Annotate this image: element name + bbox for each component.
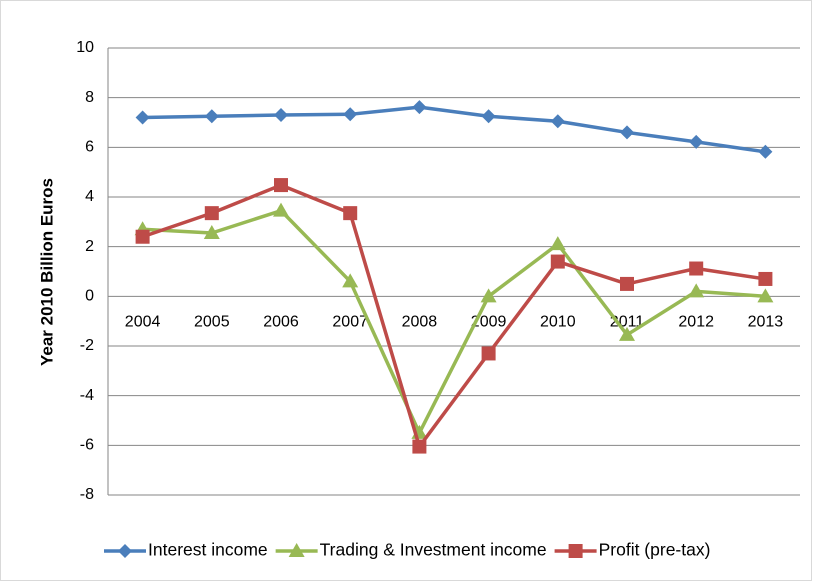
x-tick-label: 2009 bbox=[471, 314, 507, 331]
x-tick-label: 2005 bbox=[194, 314, 230, 331]
y-axis-title: Year 2010 Billion Euros bbox=[37, 178, 56, 366]
marker bbox=[689, 134, 704, 149]
legend-item: Interest income bbox=[104, 540, 268, 560]
y-tick-label: 2 bbox=[85, 238, 94, 255]
marker bbox=[550, 254, 565, 269]
series-line bbox=[142, 105, 766, 154]
x-tick-label: 2008 bbox=[402, 314, 438, 331]
marker bbox=[342, 273, 359, 288]
x-tick-label: 2004 bbox=[125, 314, 161, 331]
marker bbox=[343, 107, 358, 122]
series-line bbox=[142, 208, 766, 435]
marker bbox=[620, 276, 634, 291]
marker bbox=[274, 108, 288, 123]
marker bbox=[480, 288, 497, 303]
marker bbox=[568, 544, 583, 558]
marker bbox=[135, 110, 150, 125]
marker bbox=[204, 206, 219, 221]
marker bbox=[273, 202, 289, 217]
y-tick-label: 4 bbox=[85, 188, 94, 205]
marker bbox=[688, 283, 705, 298]
x-tick-label: 2007 bbox=[332, 314, 368, 331]
marker bbox=[288, 543, 305, 557]
marker bbox=[204, 109, 219, 124]
marker bbox=[481, 346, 496, 361]
marker bbox=[343, 206, 358, 221]
marker bbox=[274, 178, 288, 193]
marker bbox=[758, 271, 773, 286]
legend-label: Interest income bbox=[148, 540, 268, 560]
legend-label: Trading & Investment income bbox=[320, 540, 547, 560]
marker bbox=[619, 326, 635, 341]
y-tick-label: -6 bbox=[80, 437, 94, 454]
marker bbox=[689, 261, 704, 276]
marker bbox=[118, 544, 132, 558]
y-tick-label: 10 bbox=[76, 39, 94, 56]
y-tick-label: 0 bbox=[85, 288, 94, 305]
marker bbox=[412, 439, 427, 454]
marker bbox=[135, 229, 150, 244]
marker bbox=[203, 225, 220, 240]
marker bbox=[757, 288, 774, 303]
x-tick-label: 2013 bbox=[748, 314, 784, 331]
y-tick-label: -8 bbox=[80, 486, 94, 503]
y-tick-label: 8 bbox=[85, 89, 94, 106]
x-tick-label: 2010 bbox=[540, 314, 576, 331]
y-tick-label: 6 bbox=[85, 139, 94, 156]
legend-label: Profit (pre-tax) bbox=[599, 540, 711, 560]
x-tick-label: 2012 bbox=[678, 314, 714, 331]
legend-item: Profit (pre-tax) bbox=[554, 540, 711, 560]
x-tick-label: 2006 bbox=[263, 314, 299, 331]
marker bbox=[758, 144, 773, 159]
marker bbox=[549, 236, 566, 251]
series-line bbox=[142, 183, 766, 449]
marker bbox=[550, 114, 565, 129]
y-tick-label: -2 bbox=[80, 337, 94, 354]
marker bbox=[481, 109, 496, 124]
marker bbox=[620, 125, 634, 140]
marker bbox=[412, 100, 427, 115]
legend-item: Trading & Investment income bbox=[275, 540, 547, 560]
y-tick-label: -4 bbox=[80, 387, 94, 404]
